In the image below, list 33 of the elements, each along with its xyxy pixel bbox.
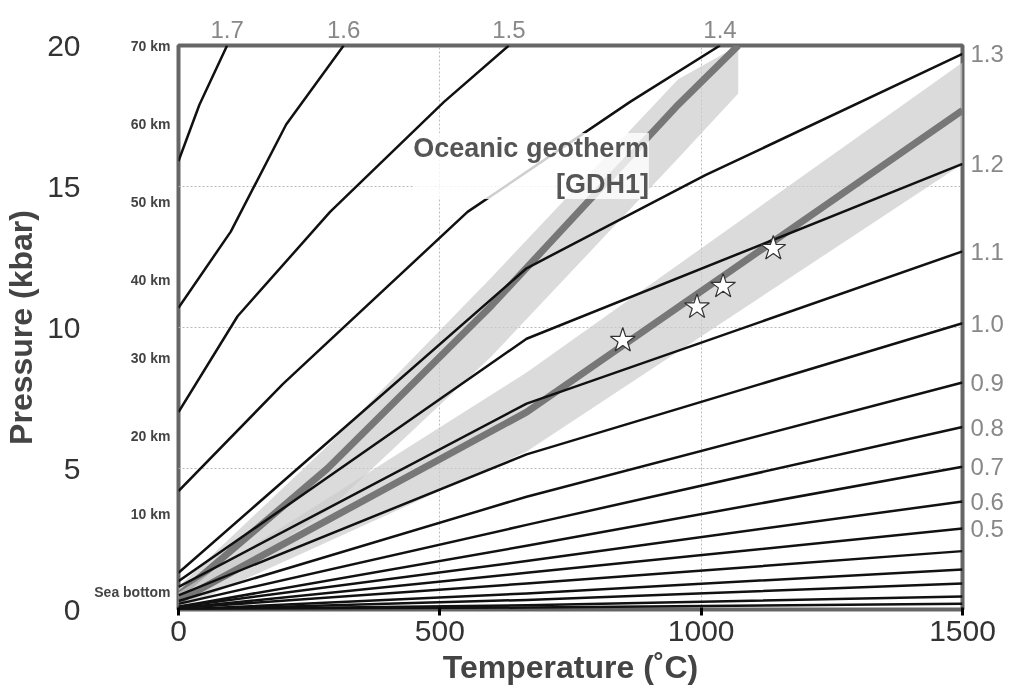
x-tick-label: 0: [170, 613, 187, 647]
series-label: 0.6: [970, 487, 1004, 515]
y2-tick-label: 10 km: [130, 505, 171, 522]
annotation: Oceanic geotherm [GDH1]: [413, 132, 649, 199]
series-label: 1.3: [970, 40, 1004, 68]
series-label: 1.2: [970, 150, 1004, 178]
y-tick-label: 5: [63, 451, 81, 485]
y2-tick-label: 40 km: [130, 271, 171, 288]
series-label: 1.5: [492, 15, 526, 43]
series-label: 1.4: [703, 15, 737, 43]
series-label: 0.7: [970, 453, 1004, 481]
series-label: 0.9: [970, 368, 1004, 396]
y2-tick-label: 60 km: [130, 115, 171, 132]
y2-tick-label: 20 km: [130, 427, 171, 444]
series-label: 0.5: [970, 515, 1004, 543]
x-axis-title: Temperature (˚C): [442, 648, 699, 685]
series-label: 0.8: [970, 413, 1004, 441]
y-tick-label: 20: [47, 28, 81, 62]
x-tick-label: 1500: [929, 613, 996, 647]
series-label: 1.0: [970, 309, 1004, 337]
series-label: 1.6: [326, 15, 361, 43]
y2-tick-label: Sea bottom: [94, 583, 171, 600]
y-tick-label: 15: [47, 169, 81, 203]
y2-tick-label: 70 km: [130, 37, 171, 54]
y-axis-title: Pressure (kbar): [3, 210, 40, 445]
series-label: 1.7: [210, 15, 244, 43]
x-tick-label: 500: [414, 613, 465, 647]
y2-tick-label: 30 km: [130, 349, 171, 366]
series-label: 1.1: [970, 237, 1004, 265]
y-tick-label: 0: [63, 592, 81, 626]
x-tick-label: 1000: [667, 613, 735, 647]
y2-tick-label: 50 km: [130, 193, 171, 210]
y-tick-label: 10: [47, 310, 81, 344]
